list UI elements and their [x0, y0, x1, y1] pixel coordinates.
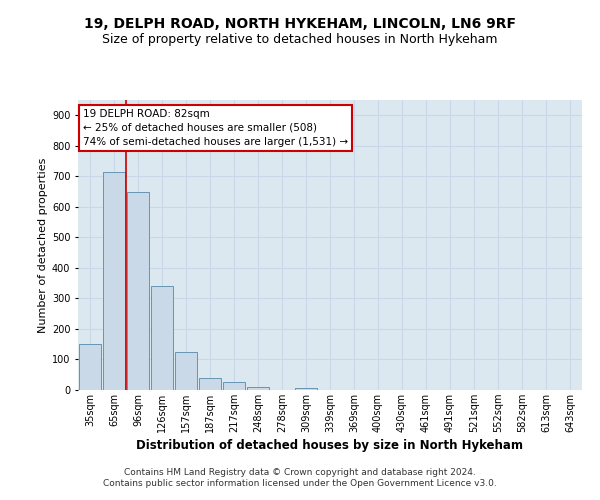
Text: 19, DELPH ROAD, NORTH HYKEHAM, LINCOLN, LN6 9RF: 19, DELPH ROAD, NORTH HYKEHAM, LINCOLN, … [84, 18, 516, 32]
Bar [151, 286, 173, 390]
Bar [103, 172, 125, 390]
Bar [223, 382, 245, 390]
X-axis label: Distribution of detached houses by size in North Hykeham: Distribution of detached houses by size … [137, 439, 523, 452]
Bar [295, 388, 317, 390]
Text: Size of property relative to detached houses in North Hykeham: Size of property relative to detached ho… [102, 32, 498, 46]
Bar [247, 387, 269, 390]
Bar [175, 352, 197, 390]
Y-axis label: Number of detached properties: Number of detached properties [38, 158, 47, 332]
Text: Contains HM Land Registry data © Crown copyright and database right 2024.
Contai: Contains HM Land Registry data © Crown c… [103, 468, 497, 487]
Bar [127, 192, 149, 390]
Bar [79, 344, 101, 390]
Text: 19 DELPH ROAD: 82sqm
← 25% of detached houses are smaller (508)
74% of semi-deta: 19 DELPH ROAD: 82sqm ← 25% of detached h… [83, 108, 348, 146]
Bar [199, 378, 221, 390]
